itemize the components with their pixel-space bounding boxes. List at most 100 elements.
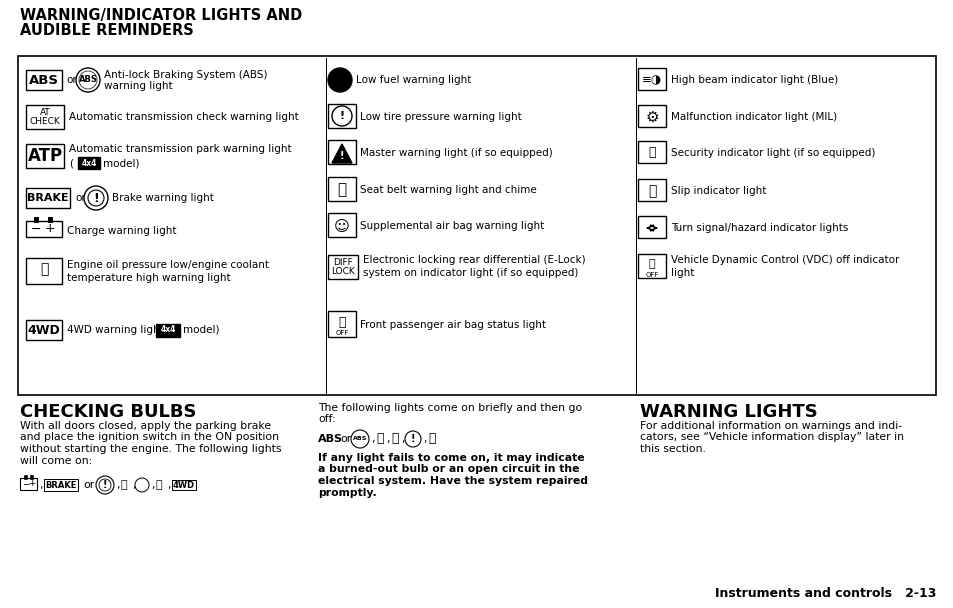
Text: DIFF
LOCK: DIFF LOCK xyxy=(331,258,355,277)
Text: ATP: ATP xyxy=(28,147,63,165)
Text: cators, see “Vehicle information display” later in: cators, see “Vehicle information display… xyxy=(639,432,903,443)
Bar xyxy=(638,68,665,90)
Bar xyxy=(34,217,38,222)
Bar xyxy=(638,216,665,238)
Text: ⛨: ⛨ xyxy=(338,316,345,328)
Text: (: ( xyxy=(69,158,73,168)
Text: Slip indicator light: Slip indicator light xyxy=(670,186,765,196)
Circle shape xyxy=(328,68,352,92)
Text: WARNING/INDICATOR LIGHTS AND: WARNING/INDICATOR LIGHTS AND xyxy=(20,8,302,23)
Text: CHECKING BULBS: CHECKING BULBS xyxy=(20,403,196,421)
Text: this section.: this section. xyxy=(639,444,705,454)
Text: a burned-out bulb or an open circuit in the: a burned-out bulb or an open circuit in … xyxy=(317,465,578,474)
Text: 4WD: 4WD xyxy=(172,480,195,489)
Bar xyxy=(78,157,100,169)
Text: ⛨: ⛨ xyxy=(375,432,383,446)
Bar xyxy=(328,140,355,164)
Bar xyxy=(30,475,33,479)
Text: Malfunction indicator light (MIL): Malfunction indicator light (MIL) xyxy=(670,112,836,122)
Text: Vehicle Dynamic Control (VDC) off indicator: Vehicle Dynamic Control (VDC) off indica… xyxy=(670,255,899,265)
Text: Automatic transmission check warning light: Automatic transmission check warning lig… xyxy=(69,112,298,122)
Circle shape xyxy=(84,186,108,210)
Text: ⛹: ⛹ xyxy=(391,432,398,446)
Bar xyxy=(328,213,355,237)
Bar xyxy=(638,179,665,201)
Text: Anti-lock Braking System (ABS): Anti-lock Braking System (ABS) xyxy=(104,70,267,80)
Text: −: − xyxy=(22,480,30,488)
Text: light: light xyxy=(670,268,694,278)
Text: The following lights come on briefly and then go: The following lights come on briefly and… xyxy=(317,403,581,413)
Text: If any light fails to come on, it may indicate: If any light fails to come on, it may in… xyxy=(317,453,584,463)
Text: ,: , xyxy=(39,480,43,490)
Text: !: ! xyxy=(103,480,107,490)
Text: ,: , xyxy=(400,434,404,444)
Text: warning light: warning light xyxy=(104,81,172,91)
Text: and place the ignition switch in the ON position: and place the ignition switch in the ON … xyxy=(20,432,278,443)
Text: model): model) xyxy=(183,325,219,335)
Circle shape xyxy=(76,68,100,92)
Text: Low tire pressure warning light: Low tire pressure warning light xyxy=(359,112,521,122)
Bar xyxy=(26,70,62,90)
Bar xyxy=(638,254,665,278)
Bar xyxy=(328,177,355,201)
Text: +: + xyxy=(45,223,55,235)
Text: BRAKE: BRAKE xyxy=(27,193,69,203)
Bar xyxy=(48,217,52,222)
Text: or: or xyxy=(83,480,94,490)
Bar xyxy=(26,320,62,340)
Text: ⚙: ⚙ xyxy=(644,109,659,125)
Text: ⛹: ⛹ xyxy=(647,184,656,198)
Polygon shape xyxy=(332,144,352,163)
Text: ⚿: ⚿ xyxy=(648,147,655,159)
Bar xyxy=(24,475,27,479)
Text: ABS: ABS xyxy=(353,437,367,441)
Text: Brake warning light: Brake warning light xyxy=(112,193,213,203)
Bar xyxy=(328,104,355,128)
Text: Turn signal/hazard indicator lights: Turn signal/hazard indicator lights xyxy=(670,223,847,233)
Text: ,: , xyxy=(167,480,171,490)
Text: promptly.: promptly. xyxy=(317,488,376,497)
Bar xyxy=(156,323,180,336)
Text: ,: , xyxy=(422,434,426,444)
Text: For additional information on warnings and indi-: For additional information on warnings a… xyxy=(639,421,902,431)
Text: ABS: ABS xyxy=(29,74,59,86)
Bar xyxy=(18,56,935,395)
Text: ⛨: ⛨ xyxy=(121,480,128,490)
Circle shape xyxy=(79,71,97,89)
Circle shape xyxy=(135,478,149,492)
Text: !: ! xyxy=(411,434,415,444)
Circle shape xyxy=(332,106,352,126)
Bar xyxy=(328,255,357,279)
Text: !: ! xyxy=(339,111,344,121)
Bar xyxy=(328,311,355,337)
Text: ,: , xyxy=(386,434,389,444)
Text: model): model) xyxy=(103,158,139,168)
Text: 4WD warning light (: 4WD warning light ( xyxy=(67,325,171,335)
Text: Electronic locking rear differential (E-Lock): Electronic locking rear differential (E-… xyxy=(363,255,585,265)
Text: Automatic transmission park warning light: Automatic transmission park warning ligh… xyxy=(69,144,292,154)
Text: Engine oil pressure low/engine coolant: Engine oil pressure low/engine coolant xyxy=(67,260,269,270)
Text: electrical system. Have the system repaired: electrical system. Have the system repai… xyxy=(317,476,587,486)
Text: AUDIBLE REMINDERS: AUDIBLE REMINDERS xyxy=(20,23,193,38)
Text: High beam indicator light (Blue): High beam indicator light (Blue) xyxy=(670,75,838,85)
Text: Supplemental air bag warning light: Supplemental air bag warning light xyxy=(359,221,543,231)
Text: 4x4: 4x4 xyxy=(81,159,96,167)
Bar xyxy=(26,105,64,129)
Text: Front passenger air bag status light: Front passenger air bag status light xyxy=(359,320,545,330)
Bar xyxy=(26,221,62,237)
Text: ,: , xyxy=(151,480,154,490)
Circle shape xyxy=(99,479,111,491)
Text: Security indicator light (if so equipped): Security indicator light (if so equipped… xyxy=(670,148,875,158)
Circle shape xyxy=(88,190,104,206)
Text: BRAKE: BRAKE xyxy=(45,480,76,489)
Text: 4WD: 4WD xyxy=(28,323,60,336)
Text: ABS: ABS xyxy=(317,434,343,444)
Text: ,: , xyxy=(116,480,119,490)
Text: or: or xyxy=(339,434,351,444)
Text: or: or xyxy=(66,75,76,85)
Text: without starting the engine. The following lights: without starting the engine. The followi… xyxy=(20,444,281,454)
Text: temperature high warning light: temperature high warning light xyxy=(67,273,231,283)
Text: ☺: ☺ xyxy=(334,218,350,233)
Bar xyxy=(20,478,37,490)
Text: ,: , xyxy=(132,480,135,490)
